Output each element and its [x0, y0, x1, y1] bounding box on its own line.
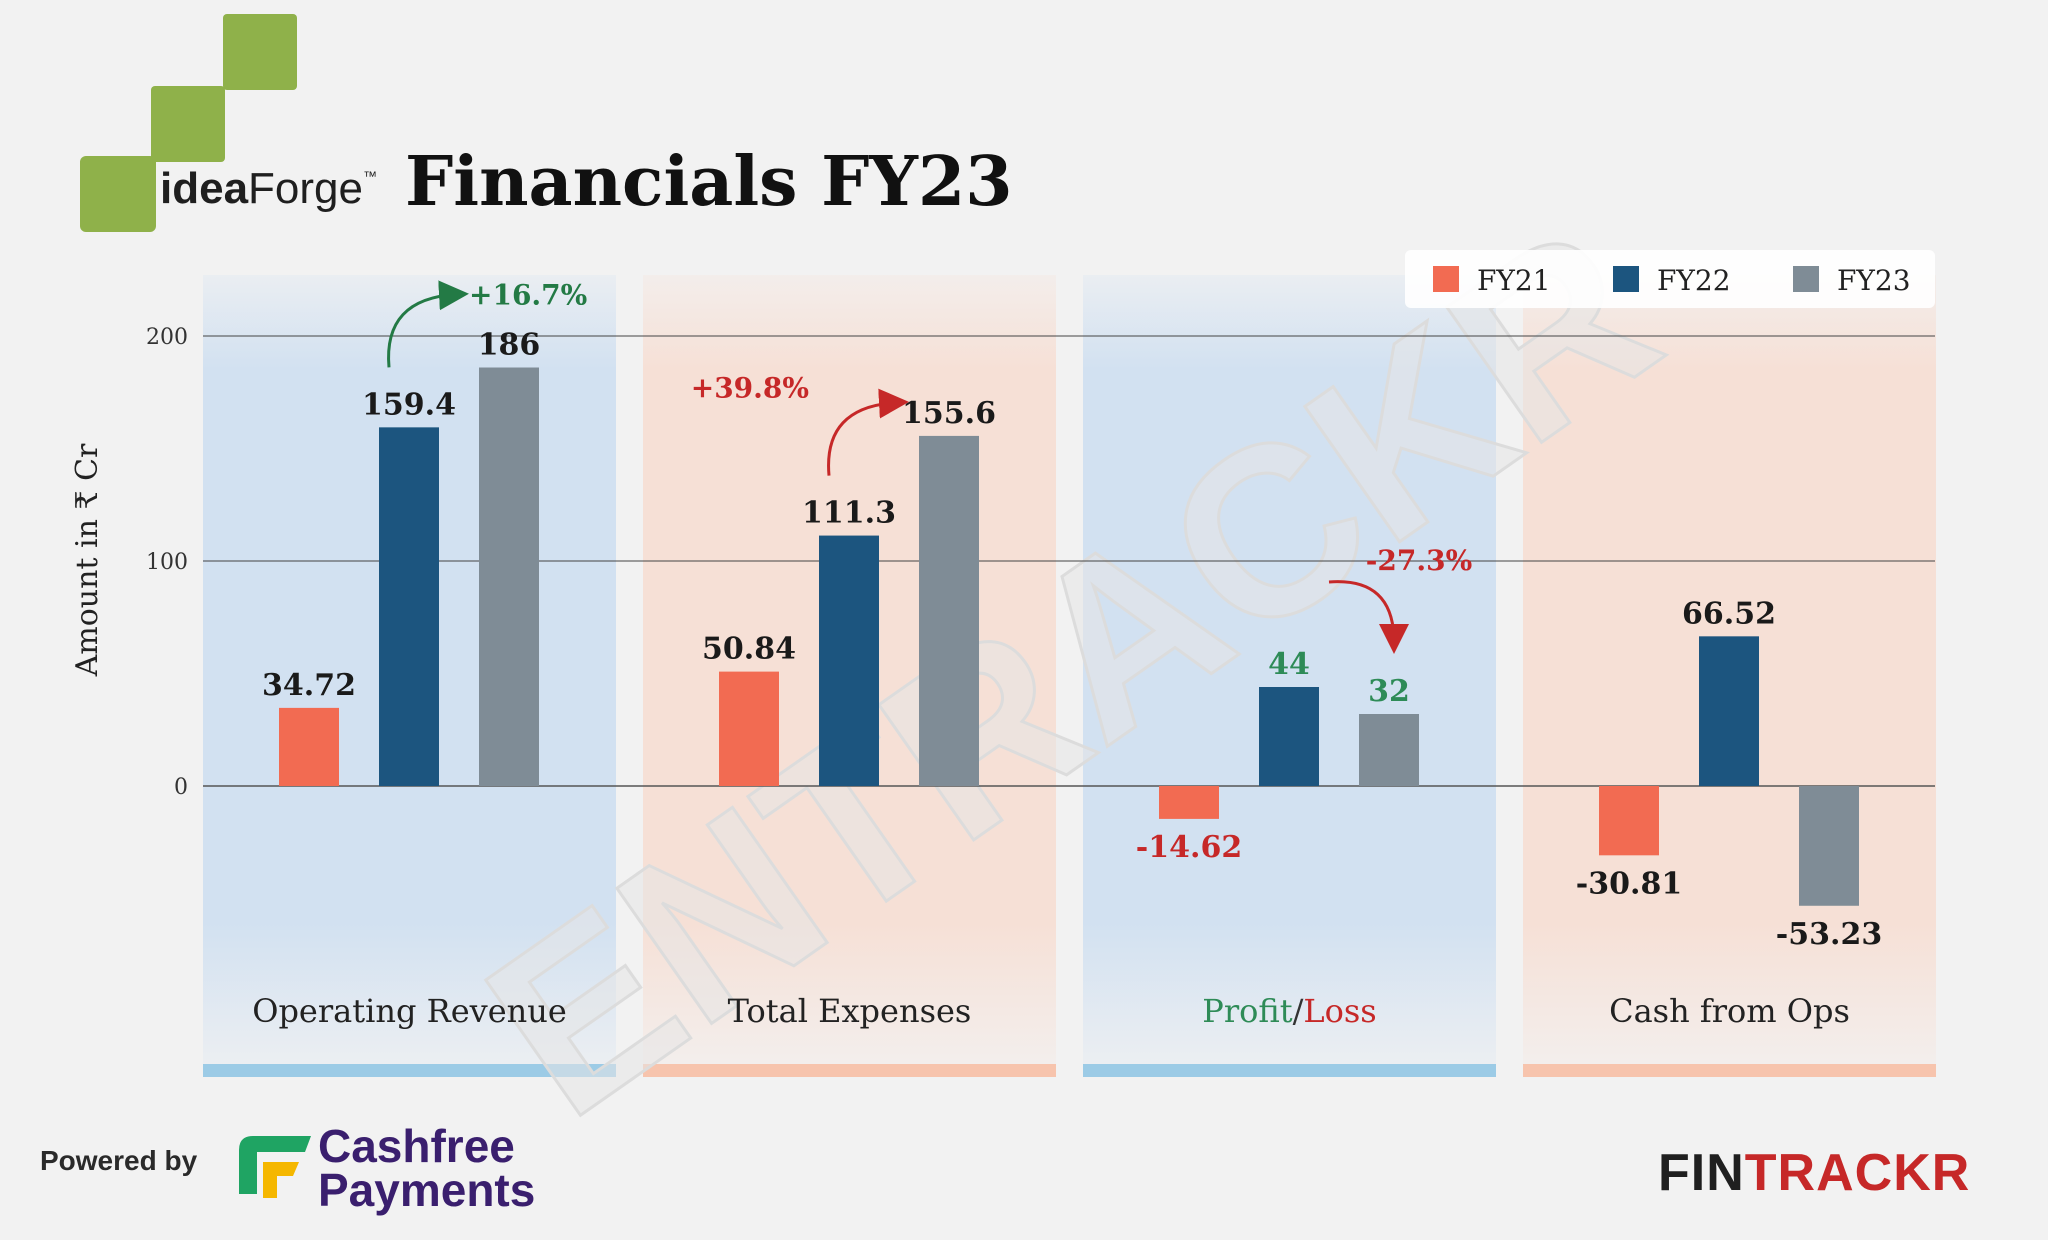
category-panel [1083, 275, 1496, 1065]
bar-fy22 [1699, 636, 1759, 786]
page-title: Financials FY23 [405, 142, 1013, 222]
data-label: 44 [1268, 647, 1310, 682]
watermark-text: ENTRACKR [443, 174, 1700, 1166]
bar-fy21 [279, 707, 339, 786]
bar-fy22 [819, 535, 879, 786]
bar-fy22 [1259, 687, 1319, 786]
category-underline [643, 1064, 1056, 1077]
data-label: 32 [1368, 674, 1410, 709]
bar-fy23 [919, 435, 979, 786]
data-label: 186 [478, 328, 541, 363]
legend-label: FY21 [1477, 264, 1551, 297]
data-label: 155.6 [902, 396, 996, 431]
change-annotation: +16.7% [469, 278, 587, 311]
bar-fy23 [1359, 714, 1419, 786]
legend-label: FY22 [1657, 264, 1731, 297]
category-underline [203, 1064, 616, 1077]
y-tick-label: 0 [174, 775, 188, 800]
data-label: -14.62 [1136, 830, 1242, 865]
data-label: 66.52 [1682, 596, 1776, 631]
powered-by-label: Powered by [40, 1145, 198, 1176]
data-label: -53.23 [1776, 917, 1882, 952]
data-label: -30.81 [1576, 866, 1682, 901]
data-label: 111.3 [802, 496, 896, 531]
cashfree-logo-icon [239, 1136, 311, 1198]
change-annotation: -27.3% [1366, 544, 1472, 577]
change-arrow-icon [827, 388, 909, 476]
bar-fy21 [1599, 786, 1659, 856]
category-underline [1523, 1064, 1936, 1077]
y-tick-label: 100 [146, 550, 188, 575]
legend-label: FY23 [1837, 264, 1911, 297]
category-label: Cash from Ops [1609, 992, 1850, 1030]
cashfree-wordmark: Cashfree Payments [318, 1120, 536, 1216]
y-axis-label: Amount in ₹ Cr [70, 443, 105, 677]
y-tick-label: 200 [146, 325, 188, 350]
data-label: 50.84 [702, 632, 796, 667]
legend-swatch [1613, 266, 1639, 292]
legend-swatch [1433, 266, 1459, 292]
category-label: Profit/Loss [1202, 992, 1376, 1030]
category-label: Operating Revenue [252, 992, 567, 1030]
data-label: 159.4 [362, 387, 456, 422]
category-underline [1083, 1064, 1496, 1077]
change-annotation: +39.8% [691, 372, 809, 405]
bar-fy23 [479, 367, 539, 786]
ideaforge-logo: ideaForge™ [80, 14, 377, 232]
data-label: 34.72 [262, 668, 356, 703]
fintrackr-logo: FINTRACKR [1658, 1144, 1971, 1202]
change-arrow-icon [387, 280, 469, 368]
bar-fy23 [1799, 786, 1859, 906]
bar-fy21 [719, 671, 779, 786]
legend-swatch [1793, 266, 1819, 292]
legend-box [1405, 250, 1935, 308]
svg-text:ideaForge™: ideaForge™ [160, 164, 377, 213]
change-arrow-icon [1328, 580, 1409, 654]
bar-fy22 [379, 427, 439, 786]
category-label: Total Expenses [728, 992, 972, 1030]
bar-fy21 [1159, 786, 1219, 819]
